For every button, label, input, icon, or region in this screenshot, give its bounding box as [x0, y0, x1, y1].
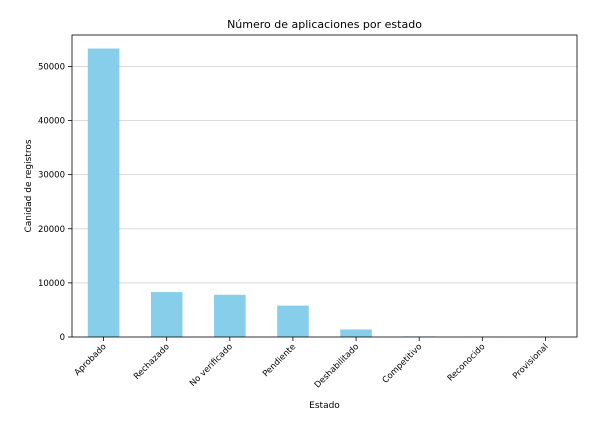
y-tick-label: 10000 — [38, 279, 65, 289]
y-tick-label: 50000 — [38, 62, 65, 72]
bar-pendiente — [277, 306, 309, 337]
bar-aprobado — [88, 49, 120, 337]
y-tick-label: 0 — [60, 333, 65, 343]
y-tick-label: 20000 — [38, 225, 65, 235]
bar-no-verificado — [214, 295, 246, 337]
bar-deshabilitado — [340, 329, 372, 337]
chart-title: Número de aplicaciones por estado — [227, 18, 422, 31]
bar-rechazado — [151, 292, 183, 337]
y-tick-label: 40000 — [38, 117, 65, 127]
x-axis-label: Estado — [309, 401, 340, 411]
y-axis-label: Canidad de registros — [24, 139, 34, 232]
y-tick-label: 30000 — [38, 171, 65, 181]
